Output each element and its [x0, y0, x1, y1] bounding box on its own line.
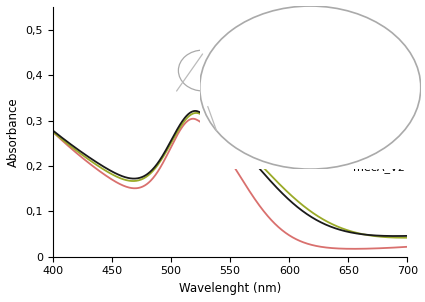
mecA_V2	[288, 199, 293, 203]
Ellipse shape	[200, 6, 421, 169]
mecA_V2	[260, 170, 265, 174]
mecA_V2	[142, 174, 147, 178]
Line: mecA_V2: mecA_V2	[53, 111, 408, 236]
AuNPs	[405, 245, 410, 249]
Legend: AuNPs, mecA, mecA_V2: AuNPs, mecA, mecA_V2	[323, 127, 409, 177]
mecA_V2	[193, 109, 198, 113]
mecA_V2	[393, 234, 398, 238]
mecA	[260, 165, 265, 169]
Y-axis label: Absorbance: Absorbance	[7, 97, 20, 167]
mecA	[50, 130, 55, 134]
AuNPs	[288, 234, 293, 238]
mecA	[211, 120, 216, 124]
mecA_V2	[405, 234, 410, 238]
mecA	[193, 111, 198, 115]
mecA_V2	[113, 172, 118, 175]
AuNPs	[351, 247, 357, 251]
mecA	[405, 236, 410, 239]
mecA	[113, 174, 118, 178]
mecA_V2	[211, 119, 216, 123]
mecA	[142, 176, 147, 180]
mecA	[288, 193, 293, 196]
AuNPs	[191, 117, 196, 120]
AuNPs	[318, 245, 323, 249]
Line: mecA: mecA	[53, 113, 408, 238]
mecA	[402, 236, 407, 239]
mecA_V2	[318, 220, 323, 224]
X-axis label: Wavelenght (nm): Wavelenght (nm)	[179, 282, 281, 295]
mecA_V2	[50, 129, 55, 132]
AuNPs	[113, 180, 118, 184]
AuNPs	[260, 208, 265, 211]
AuNPs	[211, 133, 216, 137]
Line: AuNPs: AuNPs	[53, 119, 408, 249]
AuNPs	[50, 130, 55, 134]
AuNPs	[142, 184, 147, 188]
mecA	[318, 216, 323, 220]
